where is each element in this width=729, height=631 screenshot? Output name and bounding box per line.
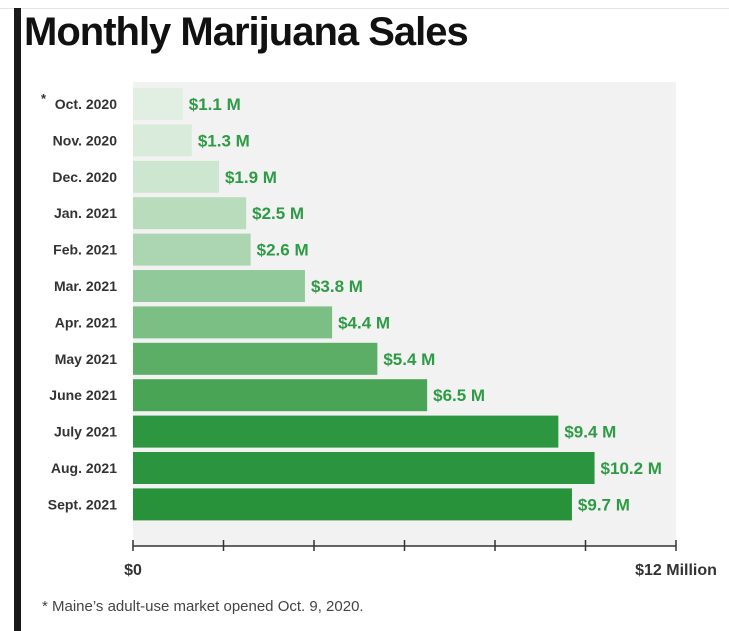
value-label-2: $1.3 M xyxy=(198,131,250,150)
value-label-12: $9.7 M xyxy=(578,495,630,514)
category-label-6: Mar. 2021 xyxy=(54,278,117,294)
value-label-4: $2.5 M xyxy=(252,204,304,223)
value-label-8: $5.4 M xyxy=(383,350,435,369)
bar-12 xyxy=(133,488,572,521)
bar-3 xyxy=(133,160,219,193)
bar-10 xyxy=(133,415,559,448)
value-label-9: $6.5 M xyxy=(433,386,485,405)
bar-4 xyxy=(133,197,247,230)
value-label-5: $2.6 M xyxy=(257,241,309,260)
category-label-9: June 2021 xyxy=(49,387,117,403)
x-tick-label-start: $0 xyxy=(124,562,142,579)
bar-1 xyxy=(133,88,183,120)
value-label-6: $3.8 M xyxy=(311,277,363,296)
category-label-11: Aug. 2021 xyxy=(51,460,117,476)
category-label-3: Dec. 2020 xyxy=(52,169,117,185)
category-label-12: Sept. 2021 xyxy=(48,496,117,512)
bar-8 xyxy=(133,342,378,375)
category-label-4: Jan. 2021 xyxy=(54,205,117,221)
value-label-3: $1.9 M xyxy=(225,168,277,187)
category-label-7: Apr. 2021 xyxy=(55,314,117,330)
top-rule xyxy=(0,8,729,9)
bar-6 xyxy=(133,270,305,302)
bar-2 xyxy=(133,124,192,157)
category-label-1: Oct. 2020 xyxy=(55,96,117,112)
x-tick-label-end: $12 Million xyxy=(635,562,717,579)
footnote: * Maine’s adult-use market opened Oct. 9… xyxy=(42,598,364,615)
bar-7 xyxy=(133,306,333,339)
chart-title: Monthly Marijuana Sales xyxy=(24,10,469,54)
value-label-10: $9.4 M xyxy=(564,423,616,442)
bar-5 xyxy=(133,233,251,266)
value-label-7: $4.4 M xyxy=(338,313,390,332)
category-footnote-marker: * xyxy=(41,91,47,106)
value-label-1: $1.1 M xyxy=(189,95,241,114)
bar-11 xyxy=(133,452,595,484)
category-label-8: May 2021 xyxy=(55,351,117,367)
category-label-10: July 2021 xyxy=(54,424,117,440)
category-label-2: Nov. 2020 xyxy=(53,132,118,148)
category-label-5: Feb. 2021 xyxy=(53,242,117,258)
bar-9 xyxy=(133,379,428,412)
value-label-11: $10.2 M xyxy=(601,459,662,478)
left-accent-bar xyxy=(14,8,21,631)
